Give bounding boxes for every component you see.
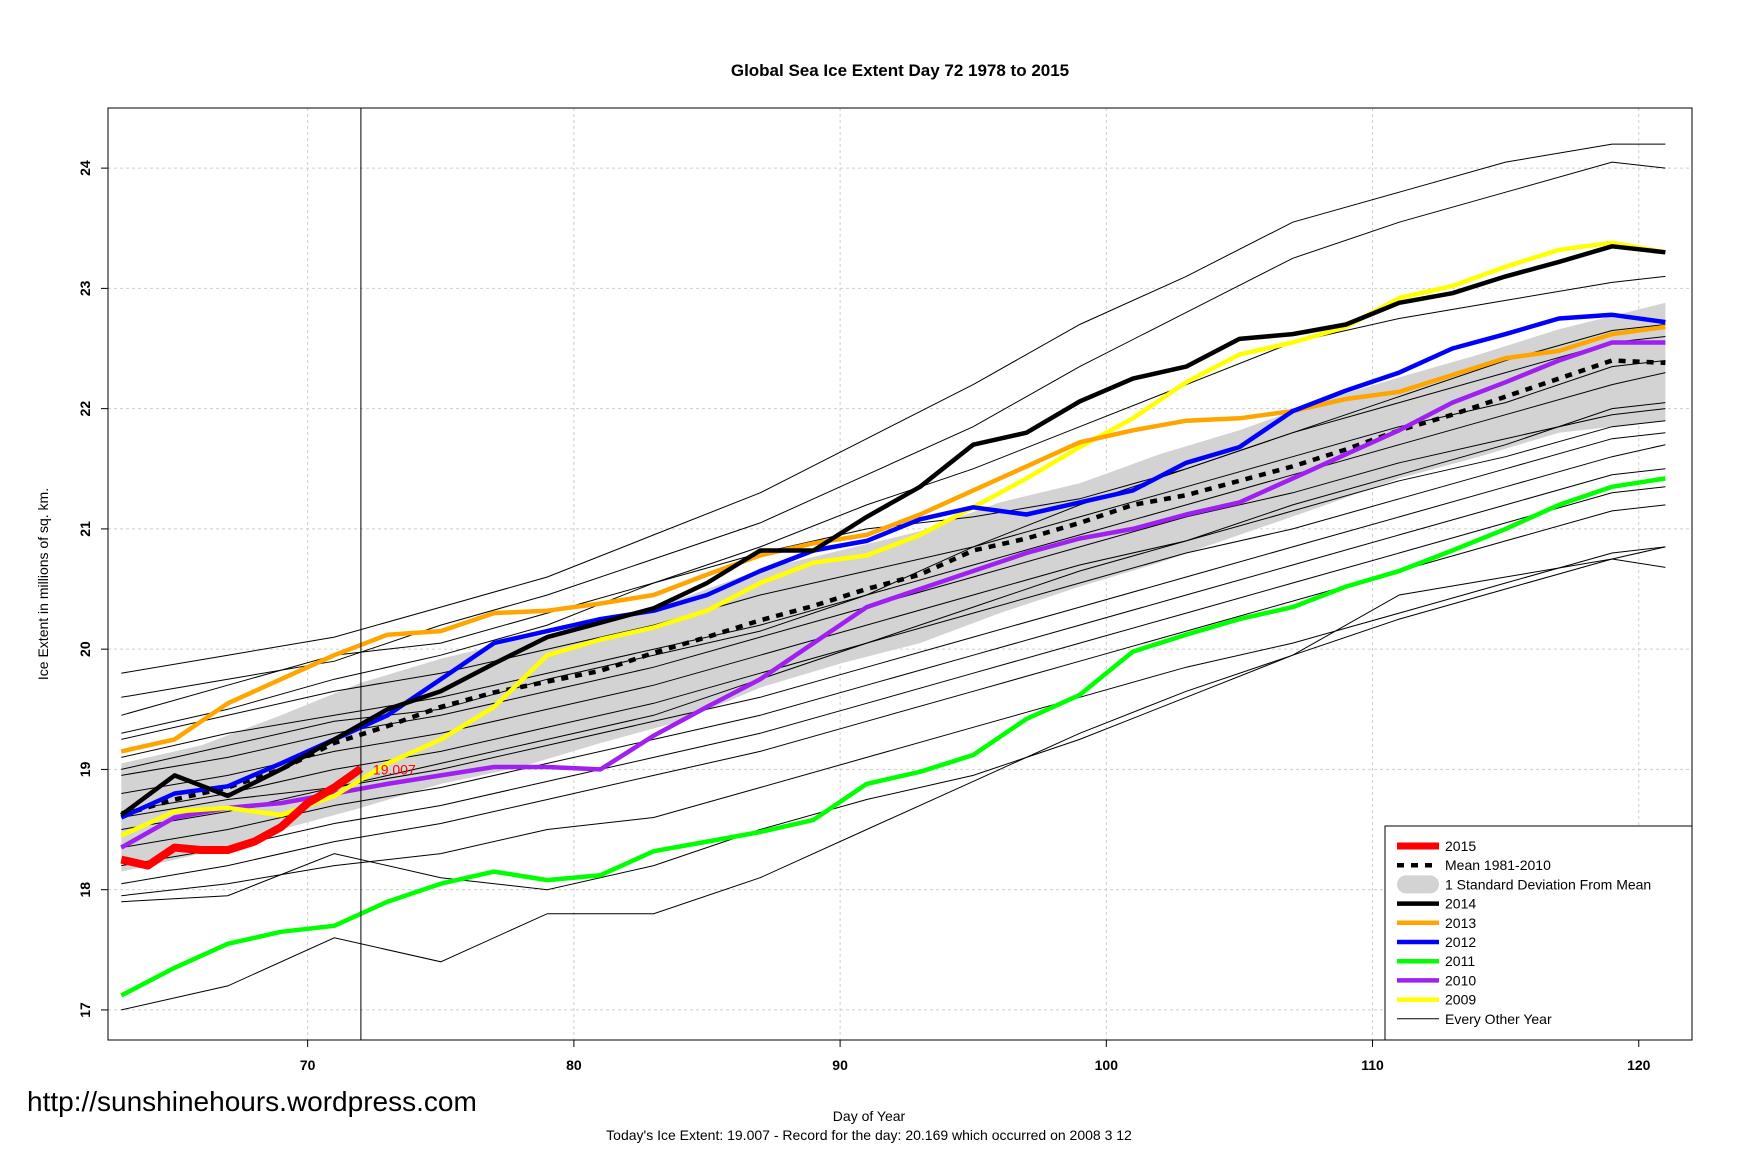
y-tick-label: 23 (77, 280, 93, 296)
y-tick-label: 20 (77, 641, 93, 657)
x-tick-label: 80 (566, 1057, 582, 1073)
other-year-line (121, 486, 1666, 867)
legend-label: 2014 (1445, 896, 1476, 912)
legend-label: 2011 (1445, 953, 1475, 969)
legend-label: 2010 (1445, 972, 1476, 988)
legend-label: 2012 (1445, 934, 1476, 950)
series-2013-line (120, 324, 1666, 754)
y-tick-label: 22 (77, 401, 93, 417)
other-year-line (121, 143, 1666, 674)
x-tick-label: 120 (1627, 1057, 1651, 1073)
x-tick-label: 110 (1361, 1057, 1384, 1073)
other-year-line (121, 372, 1666, 758)
legend: 2015 Mean 1981-2010 1 Standard Deviation F… (1384, 825, 1693, 1041)
watermark-url: http://sunshinehours.wordpress.com (27, 1086, 477, 1117)
legend-label: 2015 (1445, 838, 1476, 854)
other-year-line (121, 161, 1666, 698)
series-2012-line (120, 312, 1666, 820)
series-2014-line (119, 244, 1666, 817)
other-year-line (121, 420, 1666, 794)
series-2009-line (120, 240, 1666, 838)
y-axis-label: Ice Extent in millions of sq. km. (35, 488, 51, 680)
legend-label: 2009 (1445, 992, 1476, 1008)
other-year-line (121, 546, 1666, 903)
other-year-line (121, 444, 1666, 830)
legend-box (1384, 825, 1693, 1041)
series-2015-line (120, 765, 364, 870)
x-tick-label: 100 (1095, 1057, 1119, 1073)
y-tick-label: 17 (77, 1002, 93, 1018)
plot-frame (107, 107, 1693, 1041)
y-tick-label: 21 (77, 521, 93, 537)
other-year-line (121, 324, 1666, 734)
other-year-line (121, 432, 1666, 812)
legend-label: Mean 1981-2010 (1445, 857, 1551, 873)
y-tick-label: 24 (77, 160, 93, 176)
legend-label: Every Other Year (1445, 1011, 1552, 1027)
grid (108, 108, 1692, 1040)
highlighted-series: 19.007 (119, 240, 1666, 998)
legend-swatch (1397, 875, 1439, 894)
series-2011-line (120, 476, 1666, 998)
y-tick-label: 18 (77, 882, 93, 898)
other-year-line (121, 402, 1666, 818)
other-year-line (121, 546, 1666, 897)
other-year-line (121, 468, 1666, 849)
chart-title: Global Sea Ice Extent Day 72 1978 to 201… (731, 61, 1069, 80)
legend-label: 1 Standard Deviation From Mean (1445, 876, 1651, 892)
other-year-line (121, 504, 1666, 885)
x-tick-label: 70 (300, 1057, 316, 1073)
x-tick-label: 90 (832, 1057, 848, 1073)
y-tick-label: 19 (77, 761, 93, 777)
todays-extent-text: Today's Ice Extent: 19.007 - Record for … (606, 1127, 1132, 1143)
series-2010-line (120, 340, 1666, 850)
other-year-line (121, 558, 1666, 1011)
x-axis-label: Day of Year (832, 1108, 906, 1124)
axes: 70 80 90 100 110 120 17 18 19 20 21 22 23 24 (77, 107, 1693, 1073)
legend-label: 2013 (1445, 915, 1476, 931)
current-value-label: 19.007 (373, 762, 416, 778)
